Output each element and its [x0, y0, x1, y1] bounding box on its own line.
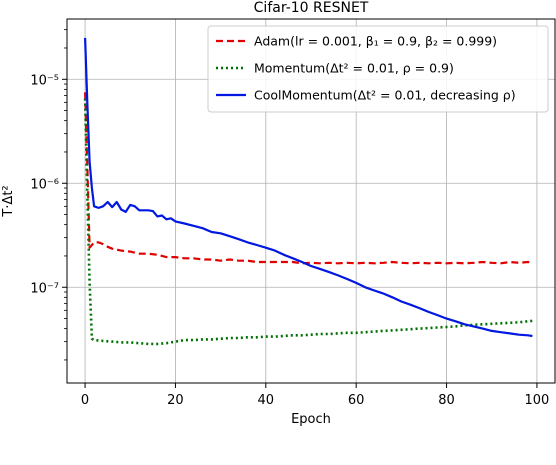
y-tick-label: 10⁻⁷ [30, 281, 59, 296]
legend-label-2: CoolMomentum(Δt² = 0.01, decreasing ρ) [254, 88, 516, 103]
x-tick-label: 80 [438, 393, 455, 408]
series-line-0 [84, 92, 533, 265]
x-tick-label: 40 [258, 393, 275, 408]
legend-label-1: Momentum(Δt² = 0.01, ρ = 0.9) [254, 61, 454, 76]
series-line-2 [84, 37, 533, 338]
series-line-1 [83, 98, 533, 346]
chart-title: Cifar-10 RESNET [254, 0, 369, 16]
x-axis: 0 20 40 60 80 100 [81, 383, 549, 408]
y-tick-label: 10⁻⁶ [30, 177, 59, 192]
x-tick-label: 60 [348, 393, 365, 408]
cropped-caption-strip [0, 448, 556, 460]
y-tick-label: 10⁻⁵ [30, 73, 59, 88]
x-tick-label: 100 [525, 393, 550, 408]
x-axis-label: Epoch [291, 412, 331, 427]
plot-frame [66, 18, 556, 384]
legend: Adam(lr = 0.001, β₁ = 0.9, β₂ = 0.999) Mo… [207, 25, 549, 113]
x-tick-label: 20 [167, 393, 184, 408]
y-axis-label: T·Δt² [1, 185, 16, 217]
y-axis: 10⁻⁷ 10⁻⁶ 10⁻⁵ [30, 29, 67, 361]
legend-label-0: Adam(lr = 0.001, β₁ = 0.9, β₂ = 0.999) [254, 34, 497, 49]
series-layer [83, 37, 533, 346]
x-tick-label: 0 [81, 393, 89, 408]
legend-box [207, 25, 549, 113]
